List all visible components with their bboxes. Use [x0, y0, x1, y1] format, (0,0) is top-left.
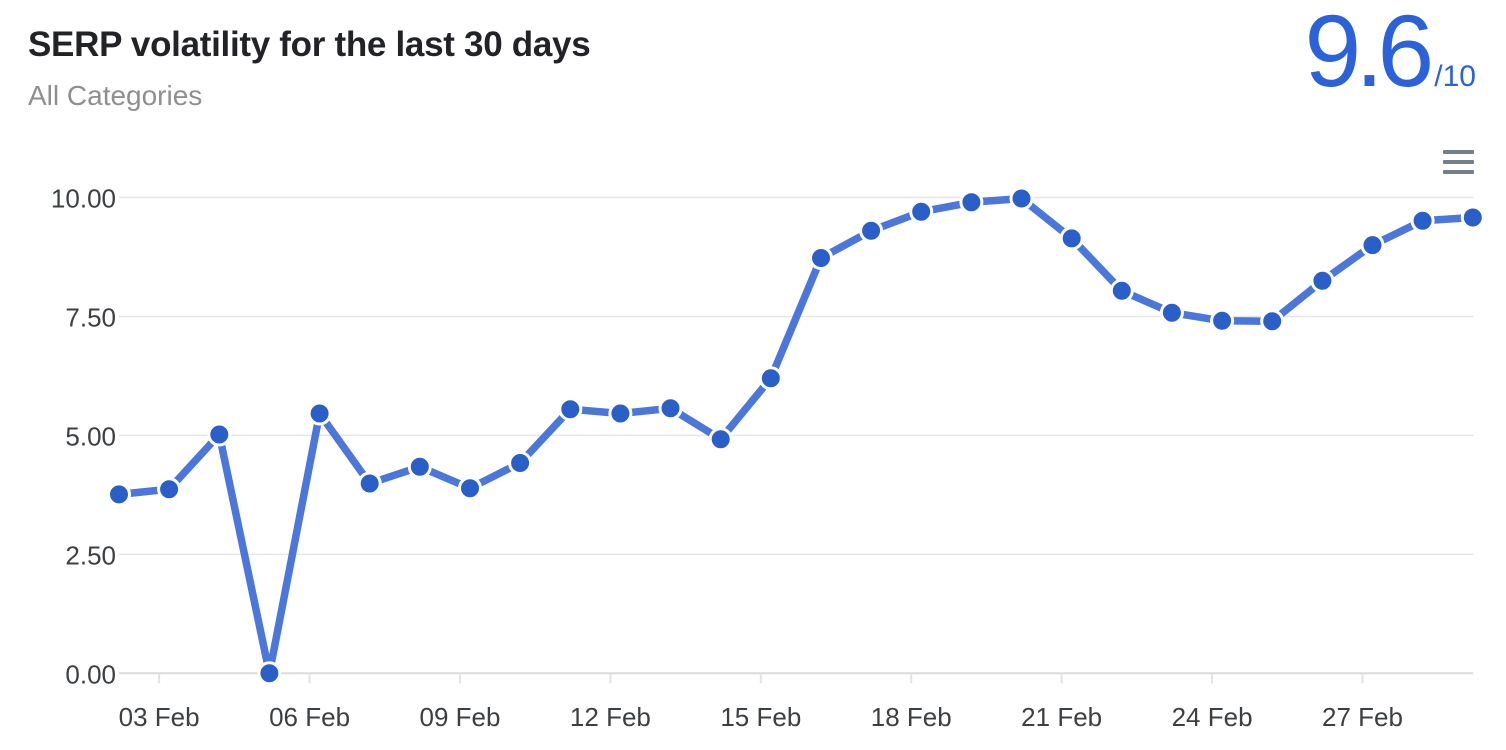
data-point[interactable] — [1410, 208, 1435, 233]
x-axis-label: 27 Feb — [1322, 702, 1403, 732]
score-denominator: /10 — [1434, 60, 1476, 93]
data-point[interactable] — [508, 451, 533, 475]
hamburger-menu-icon[interactable] — [1443, 150, 1474, 174]
x-axis-label: 18 Feb — [871, 702, 952, 732]
data-point[interactable] — [357, 471, 382, 496]
data-point[interactable] — [558, 397, 583, 422]
data-point[interactable] — [207, 422, 232, 447]
data-point[interactable] — [1159, 300, 1184, 325]
data-point[interactable] — [1109, 278, 1134, 303]
data-point[interactable] — [1460, 205, 1485, 230]
data-point[interactable] — [307, 401, 332, 426]
y-axis-label: 0.00 — [65, 659, 116, 689]
y-axis-label: 10.00 — [51, 184, 116, 214]
data-point[interactable] — [1059, 226, 1084, 251]
x-axis-label: 09 Feb — [420, 702, 501, 732]
data-point[interactable] — [157, 477, 182, 502]
data-point[interactable] — [658, 396, 683, 421]
data-point[interactable] — [407, 454, 432, 479]
x-axis-label: 24 Feb — [1172, 702, 1253, 732]
x-axis-label: 06 Feb — [269, 702, 350, 732]
data-point[interactable] — [909, 199, 934, 224]
x-axis-label: 03 Feb — [119, 702, 200, 732]
volatility-line — [115, 194, 1477, 678]
data-point[interactable] — [1260, 309, 1285, 334]
data-point[interactable] — [758, 366, 783, 391]
volatility-score: 9.6 /10 — [1304, 0, 1476, 102]
data-point[interactable] — [1310, 268, 1335, 293]
x-axis-label: 12 Feb — [570, 702, 651, 732]
page-title: SERP volatility for the last 30 days — [28, 25, 591, 64]
y-axis-label: 5.00 — [65, 421, 116, 451]
data-point[interactable] — [1210, 308, 1235, 333]
data-point[interactable] — [257, 661, 282, 686]
data-point[interactable] — [608, 401, 633, 426]
data-point[interactable] — [458, 476, 482, 501]
data-point[interactable] — [1009, 186, 1034, 211]
x-axis-label: 15 Feb — [720, 702, 801, 732]
hamburger-bar — [1443, 150, 1474, 154]
category-filter-label: All Categories — [28, 80, 203, 111]
score-value: 9.6 — [1304, 0, 1434, 108]
data-point[interactable] — [1360, 233, 1385, 258]
hamburger-bar — [1443, 170, 1474, 174]
data-point[interactable] — [859, 218, 884, 243]
data-point[interactable] — [959, 190, 984, 215]
hamburger-bar — [1443, 160, 1474, 164]
x-axis-label: 21 Feb — [1021, 702, 1102, 732]
data-point[interactable] — [809, 246, 833, 270]
y-axis-label: 7.50 — [65, 302, 116, 332]
y-axis-label: 2.50 — [65, 540, 116, 570]
data-point[interactable] — [708, 427, 733, 452]
data-point[interactable] — [107, 482, 131, 507]
